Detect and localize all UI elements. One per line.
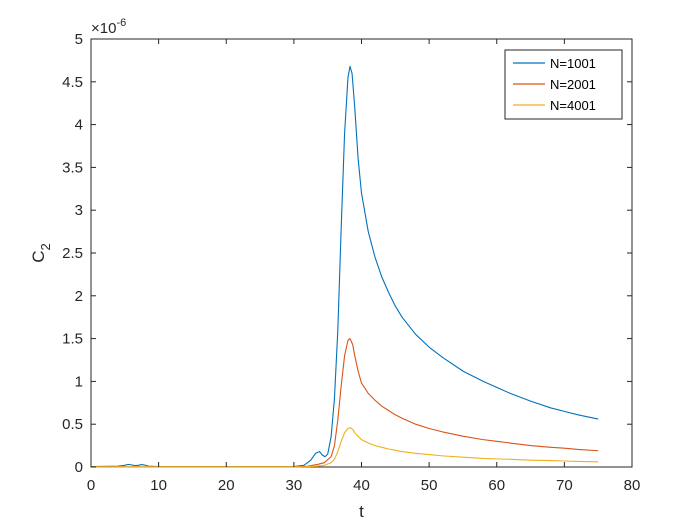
y-tick-label: 2 bbox=[75, 288, 83, 305]
y-tick-label: 2.5 bbox=[62, 245, 83, 262]
legend-label-2: N=2001 bbox=[550, 77, 596, 92]
x-tick-label: 0 bbox=[87, 477, 95, 494]
y-axis-label: C2 bbox=[29, 243, 53, 263]
series-line-1 bbox=[90, 65, 599, 468]
plot-area: 0 10 20 30 40 50 60 70 80 0 0.5 1 1.5 2 2.5 3 3.5 4 4.5 5 ×1… bbox=[29, 17, 640, 521]
x-tick-label: 20 bbox=[218, 477, 235, 494]
series-line-3 bbox=[91, 427, 599, 468]
x-tick-label: 40 bbox=[353, 477, 370, 494]
y-tick-label: 0.5 bbox=[62, 416, 83, 433]
y-tick-label: 0 bbox=[75, 459, 83, 476]
y-tick-label: 5 bbox=[75, 31, 83, 48]
x-tick-label: 30 bbox=[286, 477, 303, 494]
y-tick-label: 3.5 bbox=[62, 159, 83, 176]
x-tick-label: 10 bbox=[150, 477, 167, 494]
x-tick-label: 60 bbox=[488, 477, 505, 494]
y-tick-label: 4.5 bbox=[62, 74, 83, 91]
x-axis-label: t bbox=[359, 502, 364, 521]
y-tick-label: 3 bbox=[75, 202, 83, 219]
legend-label-1: N=1001 bbox=[550, 56, 596, 71]
series-line-2 bbox=[91, 338, 599, 468]
y-tick-label: 1 bbox=[75, 373, 83, 390]
y-tick-label: 1.5 bbox=[62, 331, 83, 348]
y-tick-label: 4 bbox=[75, 117, 83, 134]
x-tick-label: 70 bbox=[556, 477, 573, 494]
legend-label-3: N=4001 bbox=[550, 98, 596, 113]
x-tick-label: 50 bbox=[421, 477, 438, 494]
y-exponent-label: ×10-6 bbox=[91, 17, 126, 37]
x-tick-label: 80 bbox=[624, 477, 641, 494]
